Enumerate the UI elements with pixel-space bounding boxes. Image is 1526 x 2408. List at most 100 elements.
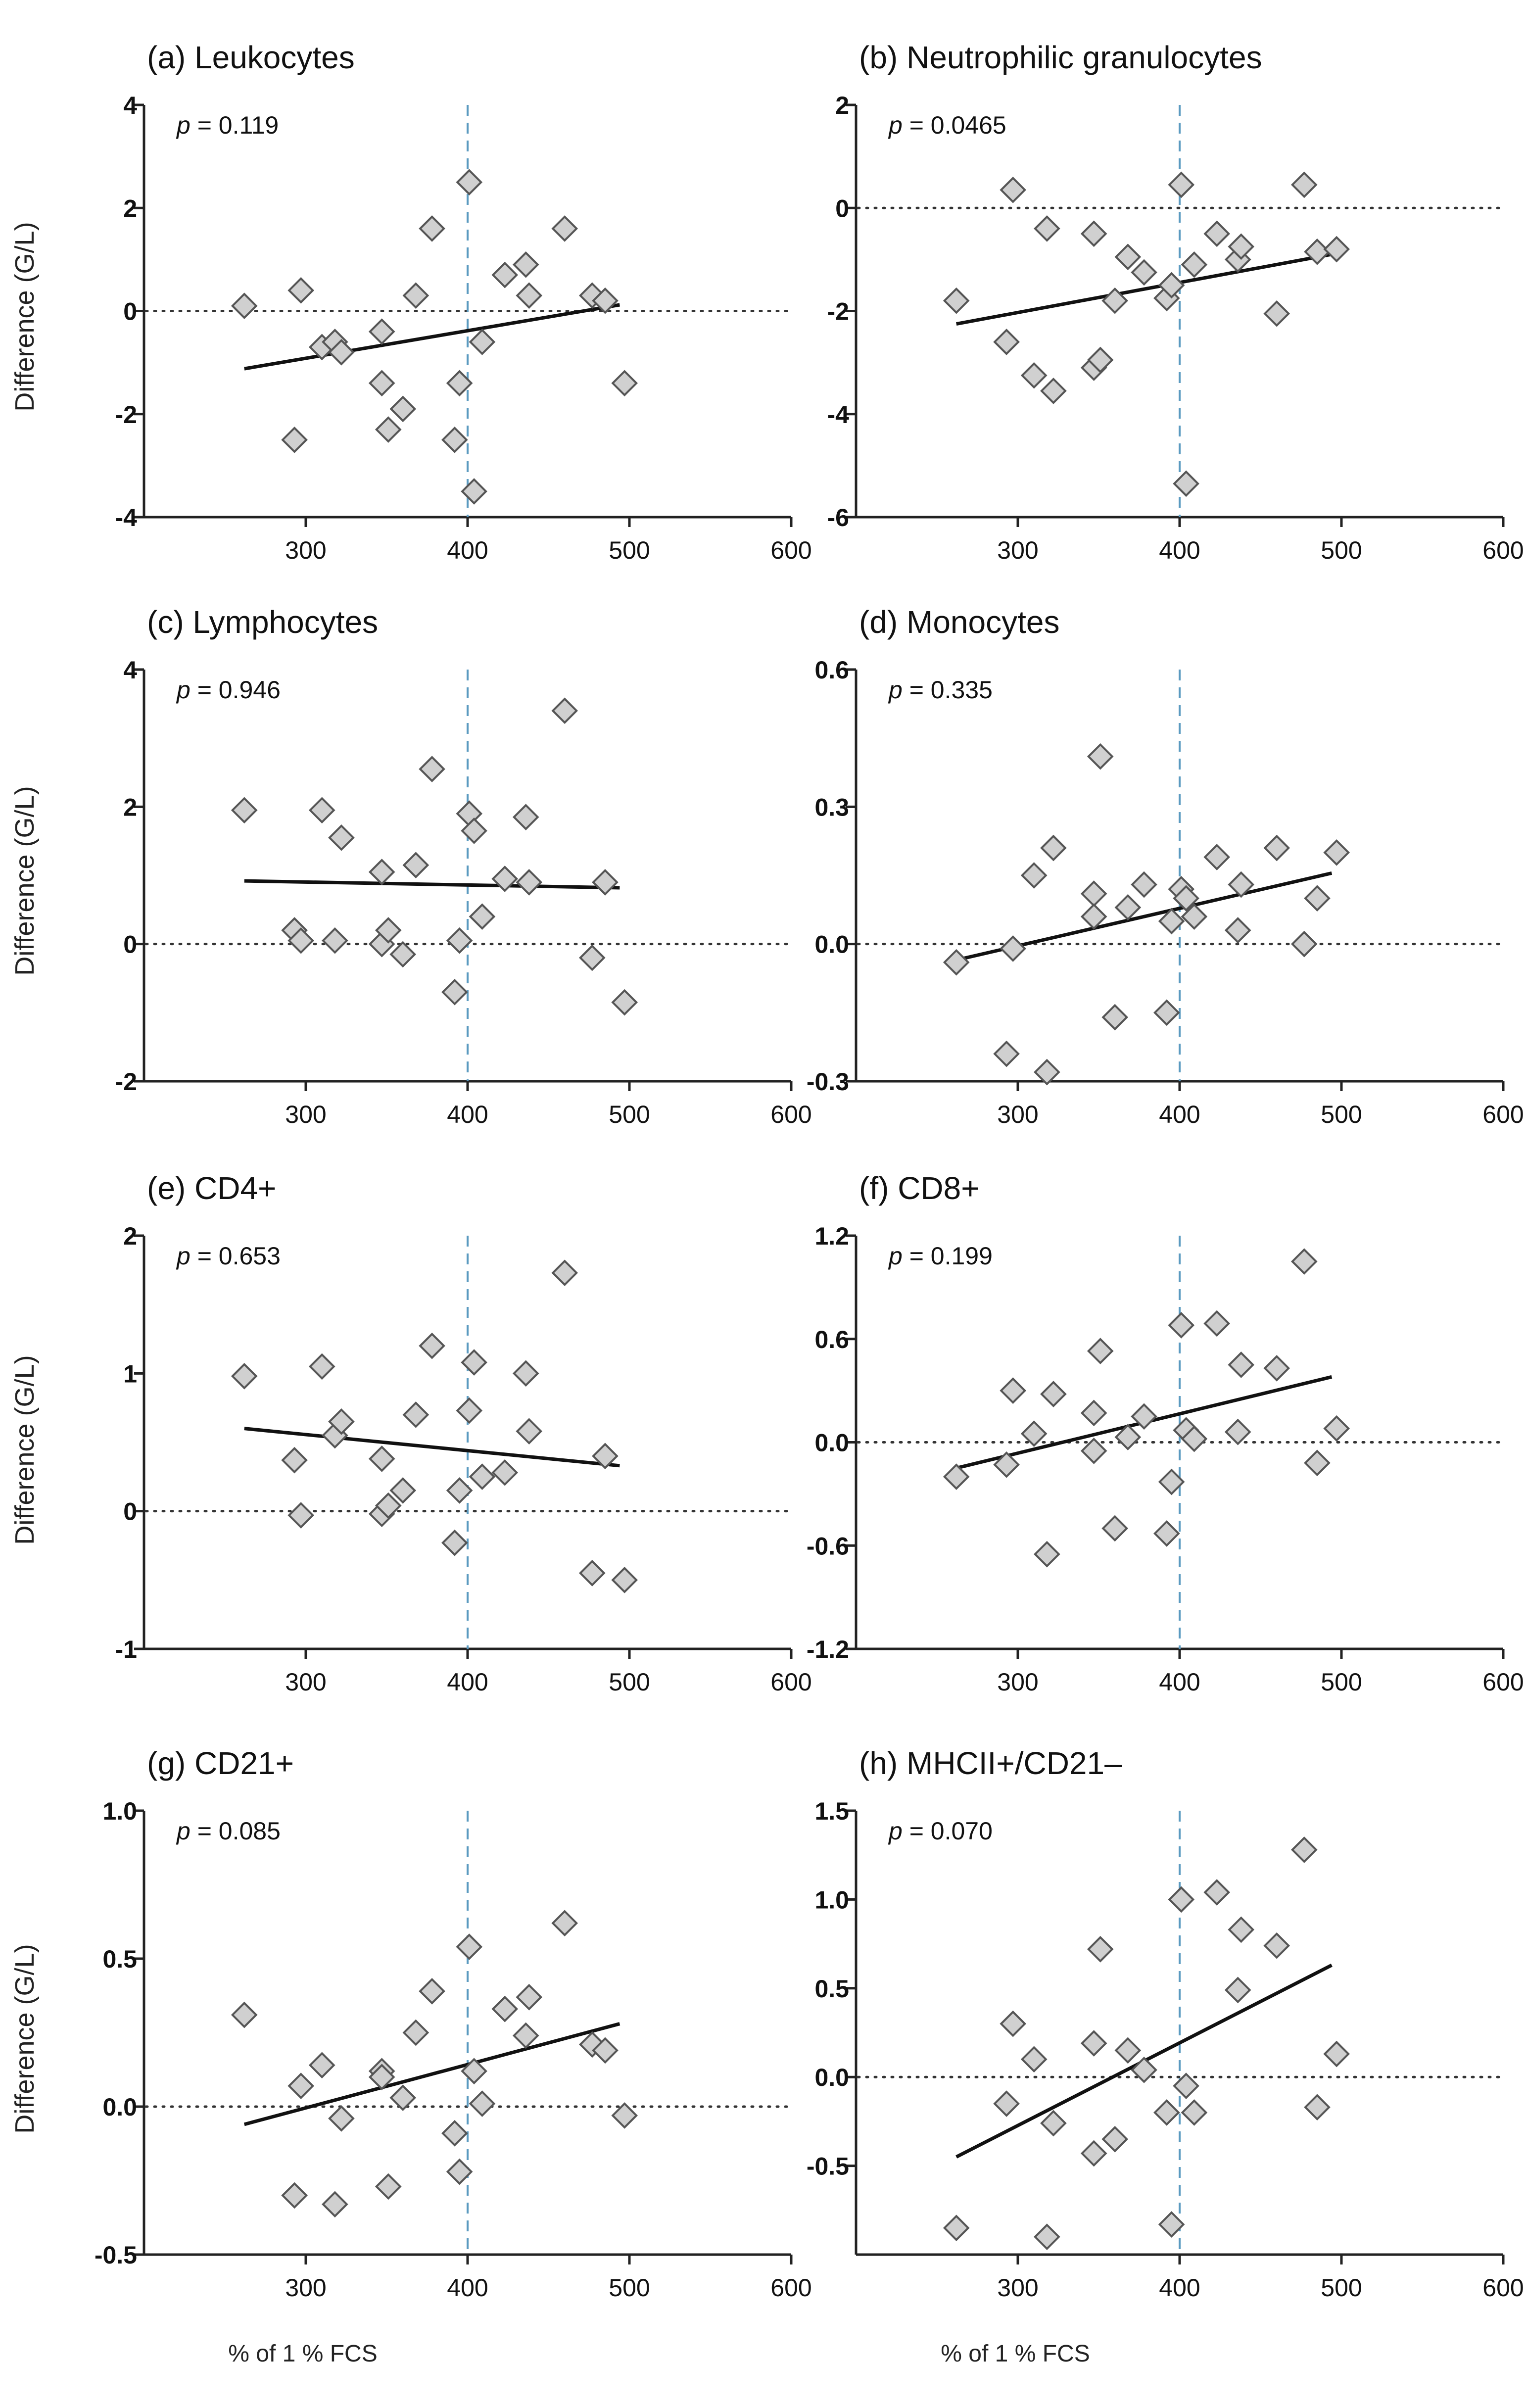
y-tick-label: -0.3 [807,1068,849,1096]
data-point [592,287,619,314]
data-point [993,1040,1020,1067]
data-point [1203,1879,1231,1906]
data-point [943,949,970,976]
data-point [578,944,606,971]
y-tick-label: -0.5 [807,2153,849,2180]
y-tick-label: 0 [123,1498,137,1526]
x-tick-label: 500 [1321,536,1362,564]
data-point [469,2090,496,2117]
data-point [1153,999,1180,1026]
data-point [402,2019,429,2046]
data-point [389,2084,417,2111]
data-point [1040,2110,1067,2137]
data-point [1168,171,1195,198]
y-tick-label: -2 [115,401,137,429]
p-value: = 0.119 [191,111,279,139]
p-value-label: p = 0.070 [888,1817,993,1845]
y-tick-label: -4 [115,504,138,531]
data-point [1080,2140,1107,2167]
data-point [231,2001,258,2028]
p-symbol: p [888,1817,903,1845]
p-symbol: p [888,1242,903,1270]
data-point [1034,1541,1060,1568]
x-tick-label: 500 [1321,2274,1362,2302]
data-point [491,1995,519,2023]
panel-title: (b) Neutrophilic granulocytes [859,40,1262,75]
x-axis-label-right: % of 1 % FCS [941,2341,1090,2367]
data-point [419,1977,445,2005]
data-point [1101,1004,1129,1031]
data-point [1020,862,1048,889]
data-point [1034,1059,1060,1086]
data-point [461,1349,487,1376]
panel-title: (g) CD21+ [147,1745,294,1781]
x-tick-label: 600 [770,536,811,564]
y-tick-label: 2 [123,194,137,222]
data-point [1000,176,1027,203]
data-point [469,329,496,355]
y-tick-label: 0.5 [814,1975,849,2003]
x-tick-label: 400 [1159,2274,1200,2302]
y-tick-label: 0.0 [102,2093,137,2121]
y-tick-label: -0.6 [807,1532,849,1560]
data-point [389,395,417,423]
data-point [1087,346,1114,374]
data-point [1000,1377,1027,1404]
data-point [1290,171,1318,198]
panel-title: (a) Leukocytes [147,40,355,75]
data-point [1304,885,1331,912]
data-point [287,927,315,954]
y-tick-label: 1 [123,1360,137,1388]
x-tick-label: 300 [997,536,1038,564]
data-point [516,1418,543,1445]
data-point [1101,1515,1129,1542]
y-tick-label: 1.0 [102,1797,137,1825]
p-value: = 0.335 [903,676,993,704]
data-point [611,1567,638,1593]
data-point [1228,1916,1255,1943]
y-tick-label: -1 [115,1636,137,1663]
data-point [491,1459,519,1486]
x-tick-label: 600 [770,1668,811,1696]
data-point [1228,1351,1255,1378]
x-tick-label: 400 [447,1101,488,1128]
data-point [1290,1248,1318,1275]
data-point [611,2102,638,2129]
data-point [611,370,638,397]
data-point [308,1353,335,1380]
x-tick-label: 500 [609,1101,650,1128]
data-point [1323,2040,1350,2068]
y-tick-label: 0.5 [102,1945,137,1973]
panel-g: (g) CD21+ p = 0.085 -0.5 0.0 0.5 1.0 300 400 500… [95,1745,812,2302]
data-point [328,1408,355,1435]
panel-title: (h) MHCII+/CD21– [859,1745,1122,1781]
y-tick-label: 0.6 [814,1326,849,1353]
y-tick-label: 1.2 [814,1222,849,1250]
data-point [469,903,496,930]
y-tick-label: 2 [835,92,849,119]
data-point [1080,2030,1107,2057]
data-point [1000,935,1027,962]
data-point [281,1446,308,1474]
data-point [287,2072,315,2099]
p-value-label: p = 0.653 [176,1242,281,1270]
data-point [402,1401,429,1428]
data-point [1101,287,1129,314]
y-tick-label: -0.5 [95,2241,137,2269]
data-point [551,1259,578,1286]
y-axis-label-row1: Difference (G/L) [10,222,40,411]
data-point [1020,2046,1048,2073]
data-point [1087,1936,1114,1963]
data-point [512,2022,539,2049]
data-point [1228,871,1255,898]
data-point [322,2191,348,2218]
data-point [1040,834,1067,862]
x-tick-label: 500 [1321,1668,1362,1696]
y-tick-label: 0 [123,931,137,959]
data-point [993,329,1020,355]
data-point [1080,1438,1107,1464]
y-tick-label: 2 [123,793,137,821]
x-tick-label: 400 [447,2274,488,2302]
data-point [419,756,445,782]
